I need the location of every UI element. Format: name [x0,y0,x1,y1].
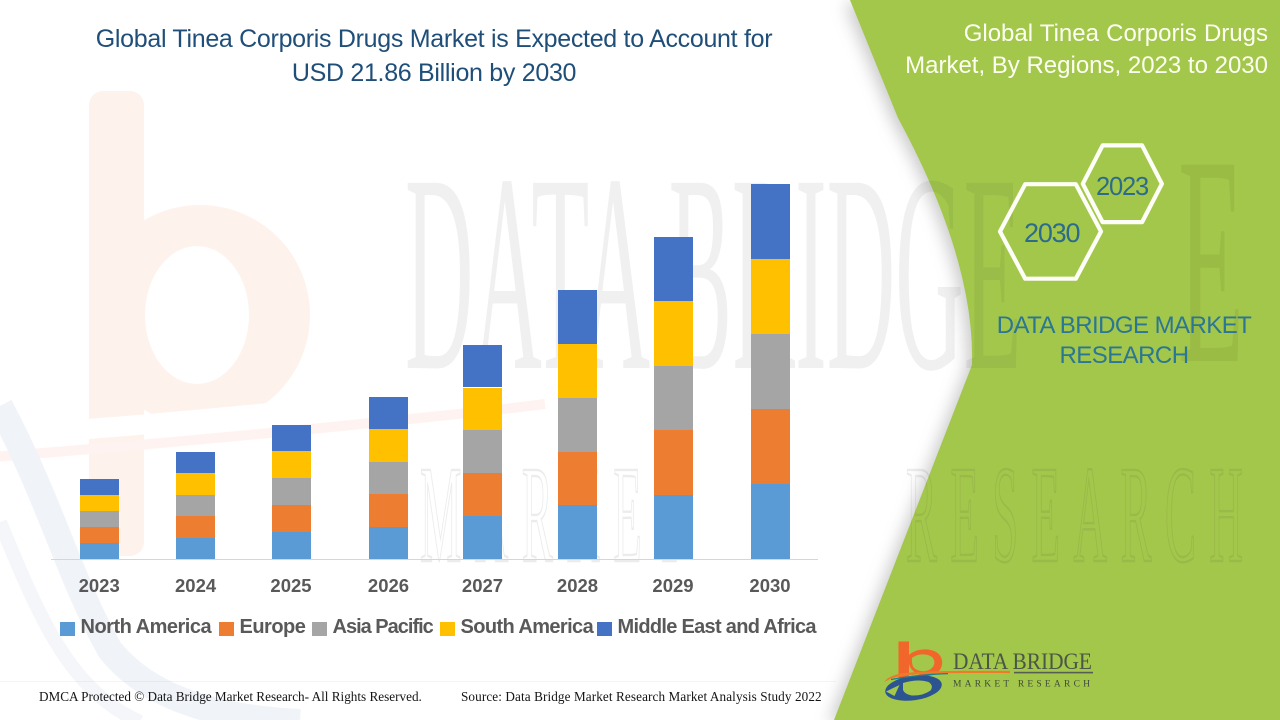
svg-text:DATA BRIDGE: DATA BRIDGE [953,649,1092,674]
svg-text:MARKET RESEARCH: MARKET RESEARCH [953,680,1093,690]
